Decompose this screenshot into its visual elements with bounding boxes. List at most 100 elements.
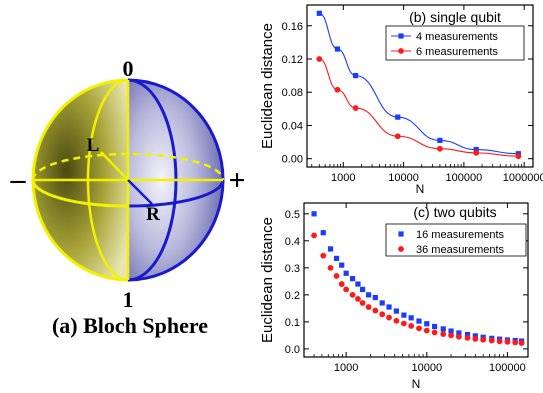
bloch-label-L: L [87,135,100,156]
bloch-caption: (a) Bloch Sphere [52,313,208,338]
legend-marker [398,33,404,39]
data-point [473,149,480,156]
plot-frame [303,202,529,358]
data-point [386,304,392,310]
data-point [379,311,386,318]
x-tick-label: 100000 [446,172,483,184]
data-point [455,333,462,340]
legend-label: 36 measurements [416,244,505,256]
data-point [400,320,407,327]
data-point [518,340,525,346]
series-line [319,58,519,157]
data-point [394,133,401,140]
legend-marker [398,231,404,237]
data-point [372,294,378,301]
chart-single-qubit: 0.00 0.04 0.08 0.12 0.16 1000 10000 100000 10000… [259,4,543,196]
x-tick-label: 10000 [411,362,442,374]
data-point [408,323,415,329]
y-tick-label: 0.4 [285,236,300,248]
data-point [437,137,443,144]
legend-label: 4 measurements [416,31,498,43]
y-tick-label: 0.3 [285,263,300,275]
bloch-equator-front-left [31,179,129,208]
data-point [480,336,487,343]
data-point [423,327,430,334]
data-point [334,46,341,52]
data-point [327,264,334,271]
bloch-equator-front-right [127,179,225,208]
data-point [343,270,349,276]
data-point [365,304,372,310]
data-point [349,291,356,298]
data-point [416,325,422,332]
data-point [448,332,454,339]
data-point [343,286,350,293]
data-point [320,230,326,236]
data-point [355,281,361,287]
data-point [416,318,422,324]
data-point [359,300,366,306]
data-point [431,329,438,336]
y-tick-label: 0.1 [285,317,300,329]
bloch-vector-L [100,151,129,181]
bloch-label-zero: 0 [123,56,134,81]
plot-frame [306,4,534,168]
y-tick-label: 0.2 [285,290,300,302]
data-point [432,323,438,330]
y-tick-label: 0.16 [282,21,303,33]
x-tick-label: 100000 [489,362,526,374]
x-tick-label: 1000000 [503,172,543,184]
data-point [366,292,372,298]
x-axis-label: N [416,182,425,196]
data-point [401,312,407,318]
data-point [440,331,447,337]
y-tick-label: 0.0 [285,344,300,356]
data-point [473,146,479,153]
y-axis-label: Euclidean distance [259,23,276,149]
panel-title: (b) single qubit [409,9,501,25]
data-point [338,281,345,287]
data-point [333,273,340,279]
data-point [496,338,503,345]
data-point [334,86,341,93]
y-tick-label: 0.12 [282,54,303,66]
bloch-label-R: R [146,204,160,225]
data-point [448,328,454,334]
data-point [436,145,443,152]
y-axis-label: Euclidean distance [259,217,276,343]
x-axis-label: N [412,377,421,391]
legend-marker [398,48,404,54]
data-point [515,153,522,160]
data-point [355,296,361,302]
data-point [456,330,462,336]
data-point [320,252,327,259]
data-point [464,331,471,338]
x-tick-label: 1000 [331,172,355,184]
data-point [353,73,359,79]
legend-label: 6 measurements [416,46,498,58]
data-point [424,321,430,327]
data-point [440,326,446,332]
bloch-sphere: 0 1 – + L R (a) Bloch Sphere [10,56,246,338]
bloch-label-plus: + [228,164,245,197]
data-point [472,333,478,339]
chart-two-qubits: 0.0 0.1 0.2 0.3 0.4 0.5 1000 10000 100000 N Euclid… [259,202,529,391]
data-point [311,211,317,217]
data-point [339,262,345,268]
data-point [379,300,385,306]
bloch-label-minus: – [10,163,27,196]
legend-box [385,223,527,257]
data-point [504,338,511,345]
data-point [386,314,392,321]
bloch-vector-R [127,179,153,205]
data-point [352,105,359,111]
data-point [488,337,495,344]
data-point [393,308,400,314]
data-point [316,10,322,16]
data-point [333,255,340,261]
y-tick-label: 0.08 [282,87,303,99]
y-tick-label: 0.04 [282,120,303,132]
data-point [316,56,323,62]
data-point [472,335,479,342]
data-point [327,246,334,252]
